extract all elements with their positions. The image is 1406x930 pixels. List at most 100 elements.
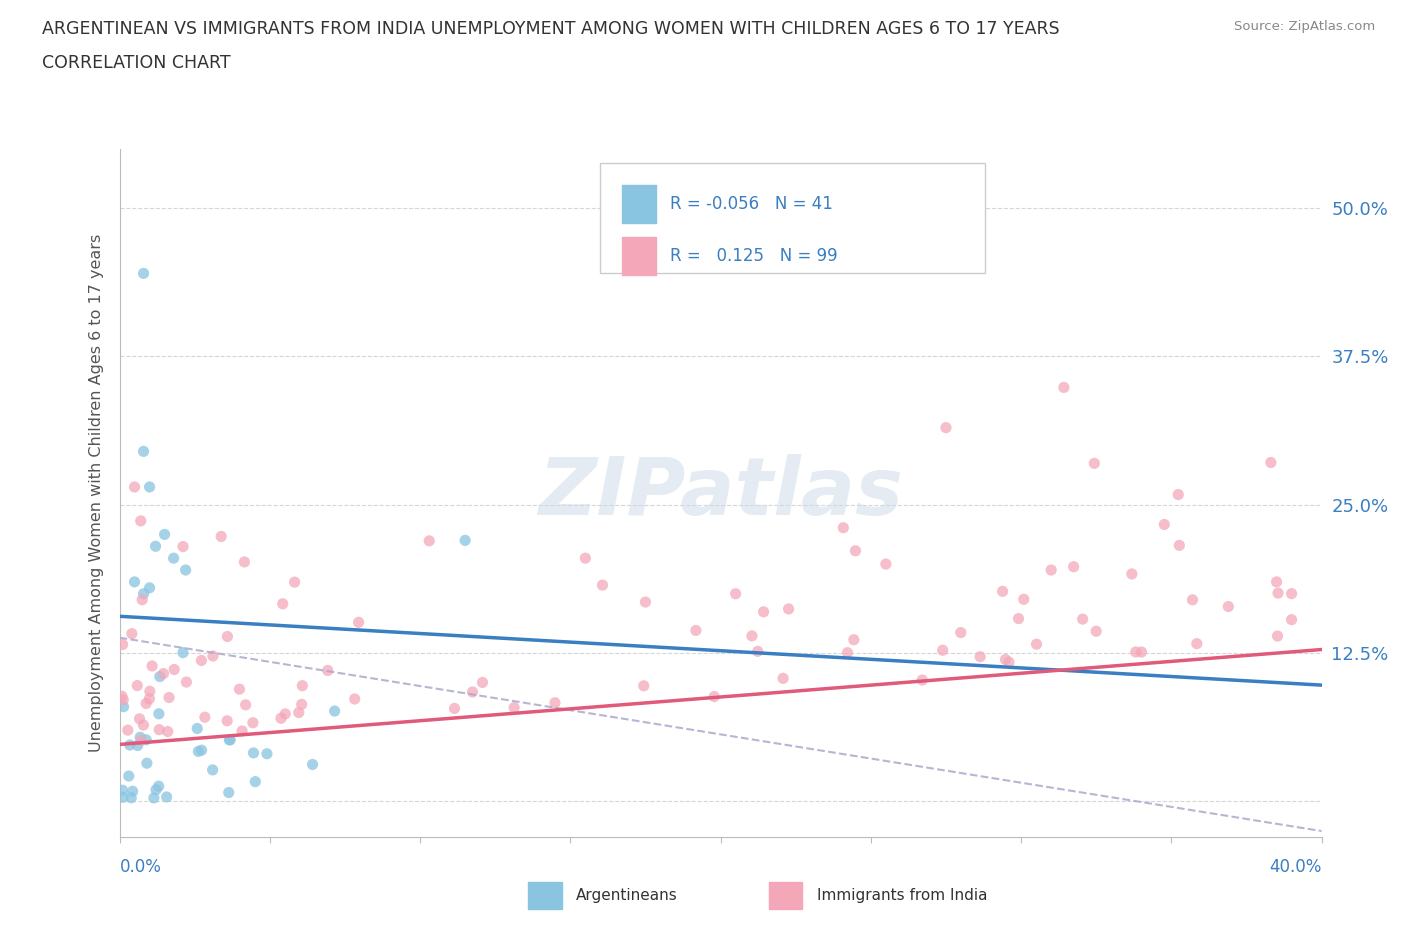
Point — [1085, 624, 1108, 639]
Text: ARGENTINEAN VS IMMIGRANTS FROM INDIA UNEMPLOYMENT AMONG WOMEN WITH CHILDREN AGES: ARGENTINEAN VS IMMIGRANTS FROM INDIA UNE… — [42, 20, 1060, 38]
Point — [129, 733, 152, 748]
Point — [118, 737, 141, 752]
Point — [270, 711, 292, 725]
Text: CORRELATION CHART: CORRELATION CHART — [42, 54, 231, 72]
Point — [844, 543, 866, 558]
Point — [418, 534, 440, 549]
Point — [187, 744, 209, 759]
Point — [128, 711, 150, 726]
FancyBboxPatch shape — [769, 882, 803, 910]
Point — [1168, 538, 1191, 552]
Point — [127, 678, 149, 693]
Point — [131, 592, 153, 607]
Point — [218, 785, 240, 800]
Point — [454, 533, 477, 548]
Point — [1012, 591, 1035, 606]
Point — [1260, 455, 1282, 470]
Point — [153, 527, 176, 542]
Point — [148, 707, 170, 722]
Point — [832, 520, 855, 535]
Point — [219, 732, 242, 747]
Point — [124, 480, 146, 495]
Point — [1121, 566, 1143, 581]
Point — [148, 723, 170, 737]
Text: ZIPatlas: ZIPatlas — [538, 454, 903, 532]
Point — [911, 672, 934, 687]
Point — [172, 645, 194, 660]
Point — [1167, 487, 1189, 502]
Point — [634, 594, 657, 609]
Point — [112, 692, 135, 707]
FancyBboxPatch shape — [621, 237, 655, 275]
Point — [121, 784, 143, 799]
Point — [291, 678, 314, 693]
Point — [135, 696, 157, 711]
Point — [1281, 586, 1303, 601]
Point — [1267, 629, 1289, 644]
Point — [245, 774, 267, 789]
Point — [1130, 644, 1153, 659]
Point — [544, 696, 567, 711]
Point — [274, 707, 297, 722]
Point — [233, 554, 256, 569]
Point — [111, 637, 134, 652]
Point — [1185, 636, 1208, 651]
Text: R =   0.125   N = 99: R = 0.125 N = 99 — [671, 247, 838, 265]
Point — [149, 669, 172, 684]
Point — [163, 662, 186, 677]
Point — [1181, 592, 1204, 607]
Point — [242, 746, 264, 761]
Point — [1218, 599, 1240, 614]
Point — [135, 756, 157, 771]
Point — [129, 730, 152, 745]
Point — [174, 563, 197, 578]
Point — [1153, 517, 1175, 532]
Point — [1267, 586, 1289, 601]
Point — [194, 710, 217, 724]
Point — [256, 746, 278, 761]
Point — [969, 649, 991, 664]
Point — [242, 715, 264, 730]
Text: R = -0.056   N = 41: R = -0.056 N = 41 — [671, 195, 832, 213]
Point — [271, 596, 294, 611]
Text: 0.0%: 0.0% — [120, 858, 162, 876]
Point — [949, 625, 972, 640]
Point — [724, 586, 747, 601]
Point — [703, 689, 725, 704]
Point — [291, 697, 314, 711]
Point — [217, 629, 239, 644]
Point — [201, 763, 224, 777]
Point — [156, 724, 179, 739]
Point — [998, 655, 1021, 670]
Point — [592, 578, 614, 592]
Point — [875, 557, 897, 572]
Point — [741, 629, 763, 644]
Point — [231, 724, 253, 738]
Point — [633, 678, 655, 693]
Point — [778, 602, 800, 617]
Point — [772, 671, 794, 685]
Point — [127, 738, 149, 753]
Point — [288, 705, 311, 720]
Point — [228, 682, 250, 697]
Point — [121, 626, 143, 641]
Point — [186, 721, 208, 736]
FancyBboxPatch shape — [529, 882, 562, 910]
Point — [752, 604, 775, 619]
Point — [1281, 612, 1303, 627]
Point — [1053, 380, 1076, 395]
Point — [235, 698, 257, 712]
Point — [994, 652, 1017, 667]
Point — [217, 713, 239, 728]
Point — [1083, 456, 1105, 471]
Point — [503, 700, 526, 715]
Point — [145, 538, 167, 553]
Point — [1071, 612, 1094, 627]
Point — [343, 692, 366, 707]
Point — [132, 718, 155, 733]
Point — [162, 551, 184, 565]
Point — [935, 420, 957, 435]
Point — [111, 783, 134, 798]
Point — [120, 790, 142, 805]
Point — [1063, 559, 1085, 574]
